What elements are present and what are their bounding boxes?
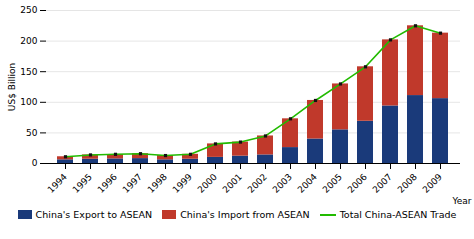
svg-text:1995: 1995 [71,172,94,195]
svg-text:2009: 2009 [421,172,444,195]
svg-text:1997: 1997 [121,172,144,195]
svg-text:1998: 1998 [146,172,169,195]
svg-text:2001: 2001 [221,172,244,195]
svg-text:0: 0 [32,158,38,168]
svg-text:2003: 2003 [271,172,294,195]
svg-text:250: 250 [20,5,37,15]
svg-text:2000: 2000 [196,172,219,195]
svg-text:2002: 2002 [246,172,269,195]
svg-text:1994: 1994 [46,172,69,195]
svg-text:1996: 1996 [96,172,119,195]
svg-text:100: 100 [20,97,37,107]
svg-text:1999: 1999 [171,172,194,195]
svg-text:2008: 2008 [396,172,419,195]
svg-text:200: 200 [20,36,37,46]
svg-text:2006: 2006 [346,172,369,195]
html-text:China's Import from ASEAN: China's Import from ASEAN [180,209,310,220]
html-text:Total China-ASEAN Trade: Total China-ASEAN Trade [339,209,457,220]
svg-text:2007: 2007 [371,172,394,195]
html-text:China's Export to ASEAN: China's Export to ASEAN [35,209,153,220]
svg-text:Year: Year [451,196,471,206]
svg-text:2005: 2005 [321,172,344,195]
svg-text:50: 50 [26,128,38,138]
svg-text:US$ Billion: US$ Billion [7,63,17,111]
svg-text:2004: 2004 [296,172,319,195]
svg-text:150: 150 [20,67,37,77]
